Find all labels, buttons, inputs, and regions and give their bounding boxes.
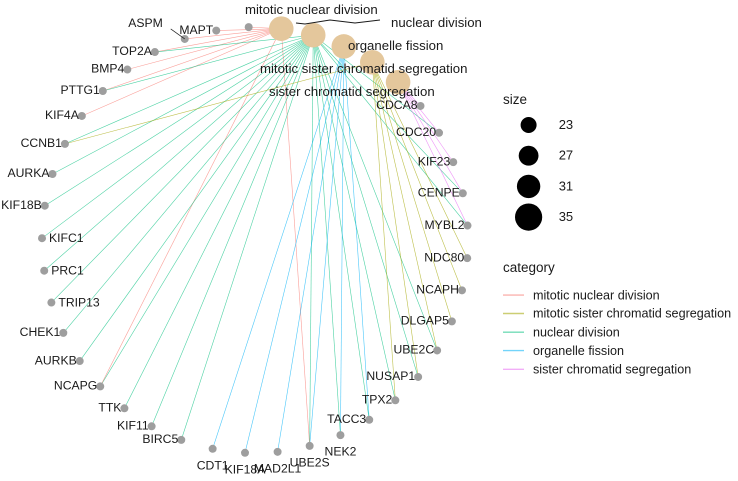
svg-text:category: category bbox=[503, 260, 555, 275]
svg-text:KIF4A: KIF4A bbox=[45, 108, 80, 122]
svg-text:35: 35 bbox=[559, 209, 573, 224]
svg-text:31: 31 bbox=[559, 178, 573, 193]
svg-text:mitotic nuclear division: mitotic nuclear division bbox=[533, 288, 660, 302]
svg-text:sister chromatid segregation: sister chromatid segregation bbox=[533, 363, 691, 377]
svg-text:NDC80: NDC80 bbox=[424, 250, 464, 264]
svg-text:NCAPG: NCAPG bbox=[54, 379, 97, 393]
svg-text:27: 27 bbox=[559, 148, 573, 163]
svg-text:AURKB: AURKB bbox=[35, 353, 77, 367]
svg-text:mitotic sister chromatid segre: mitotic sister chromatid segregation bbox=[533, 307, 731, 321]
svg-text:organelle fission: organelle fission bbox=[348, 38, 443, 53]
svg-text:organelle fission: organelle fission bbox=[533, 344, 624, 358]
svg-text:KIF18A: KIF18A bbox=[225, 462, 267, 476]
svg-text:TPX2: TPX2 bbox=[362, 392, 393, 406]
svg-text:CDC20: CDC20 bbox=[396, 125, 436, 139]
svg-text:UBE2C: UBE2C bbox=[393, 343, 434, 357]
svg-text:DLGAP5: DLGAP5 bbox=[401, 314, 449, 328]
svg-text:CHEK1: CHEK1 bbox=[20, 325, 61, 339]
svg-text:MAPT: MAPT bbox=[179, 23, 213, 37]
svg-text:TACC3: TACC3 bbox=[327, 412, 366, 426]
svg-text:NCAPH: NCAPH bbox=[416, 283, 459, 297]
svg-text:KIFC1: KIFC1 bbox=[49, 231, 84, 245]
svg-text:CDT1: CDT1 bbox=[197, 458, 229, 472]
svg-text:ASPM: ASPM bbox=[128, 16, 163, 30]
svg-text:NUSAP1: NUSAP1 bbox=[366, 369, 415, 383]
svg-text:MYBL2: MYBL2 bbox=[425, 218, 465, 232]
svg-text:KIF11: KIF11 bbox=[117, 418, 149, 432]
svg-text:sister chromatid segregation: sister chromatid segregation bbox=[269, 84, 435, 99]
svg-text:AURKA: AURKA bbox=[7, 166, 50, 180]
svg-text:TRIP13: TRIP13 bbox=[58, 296, 100, 310]
svg-text:BIRC5: BIRC5 bbox=[142, 432, 178, 446]
svg-text:nuclear division: nuclear division bbox=[391, 15, 482, 30]
svg-text:size: size bbox=[503, 92, 527, 107]
svg-text:TOP2A: TOP2A bbox=[112, 44, 153, 58]
svg-text:CENPE: CENPE bbox=[418, 185, 460, 199]
svg-text:23: 23 bbox=[559, 117, 573, 132]
svg-text:mitotic sister chromatid segre: mitotic sister chromatid segregation bbox=[260, 61, 467, 76]
svg-text:PRC1: PRC1 bbox=[51, 264, 84, 278]
svg-text:BMP4: BMP4 bbox=[91, 62, 124, 76]
svg-text:mitotic nuclear division: mitotic nuclear division bbox=[245, 2, 378, 17]
svg-text:KIF23: KIF23 bbox=[418, 154, 451, 168]
svg-text:KIF18B: KIF18B bbox=[1, 198, 42, 212]
svg-text:PTTG1: PTTG1 bbox=[61, 83, 100, 97]
svg-text:CCNB1: CCNB1 bbox=[21, 136, 63, 150]
svg-text:TTK: TTK bbox=[98, 401, 121, 415]
svg-text:CDCA8: CDCA8 bbox=[376, 98, 418, 112]
svg-text:nuclear division: nuclear division bbox=[533, 325, 620, 339]
